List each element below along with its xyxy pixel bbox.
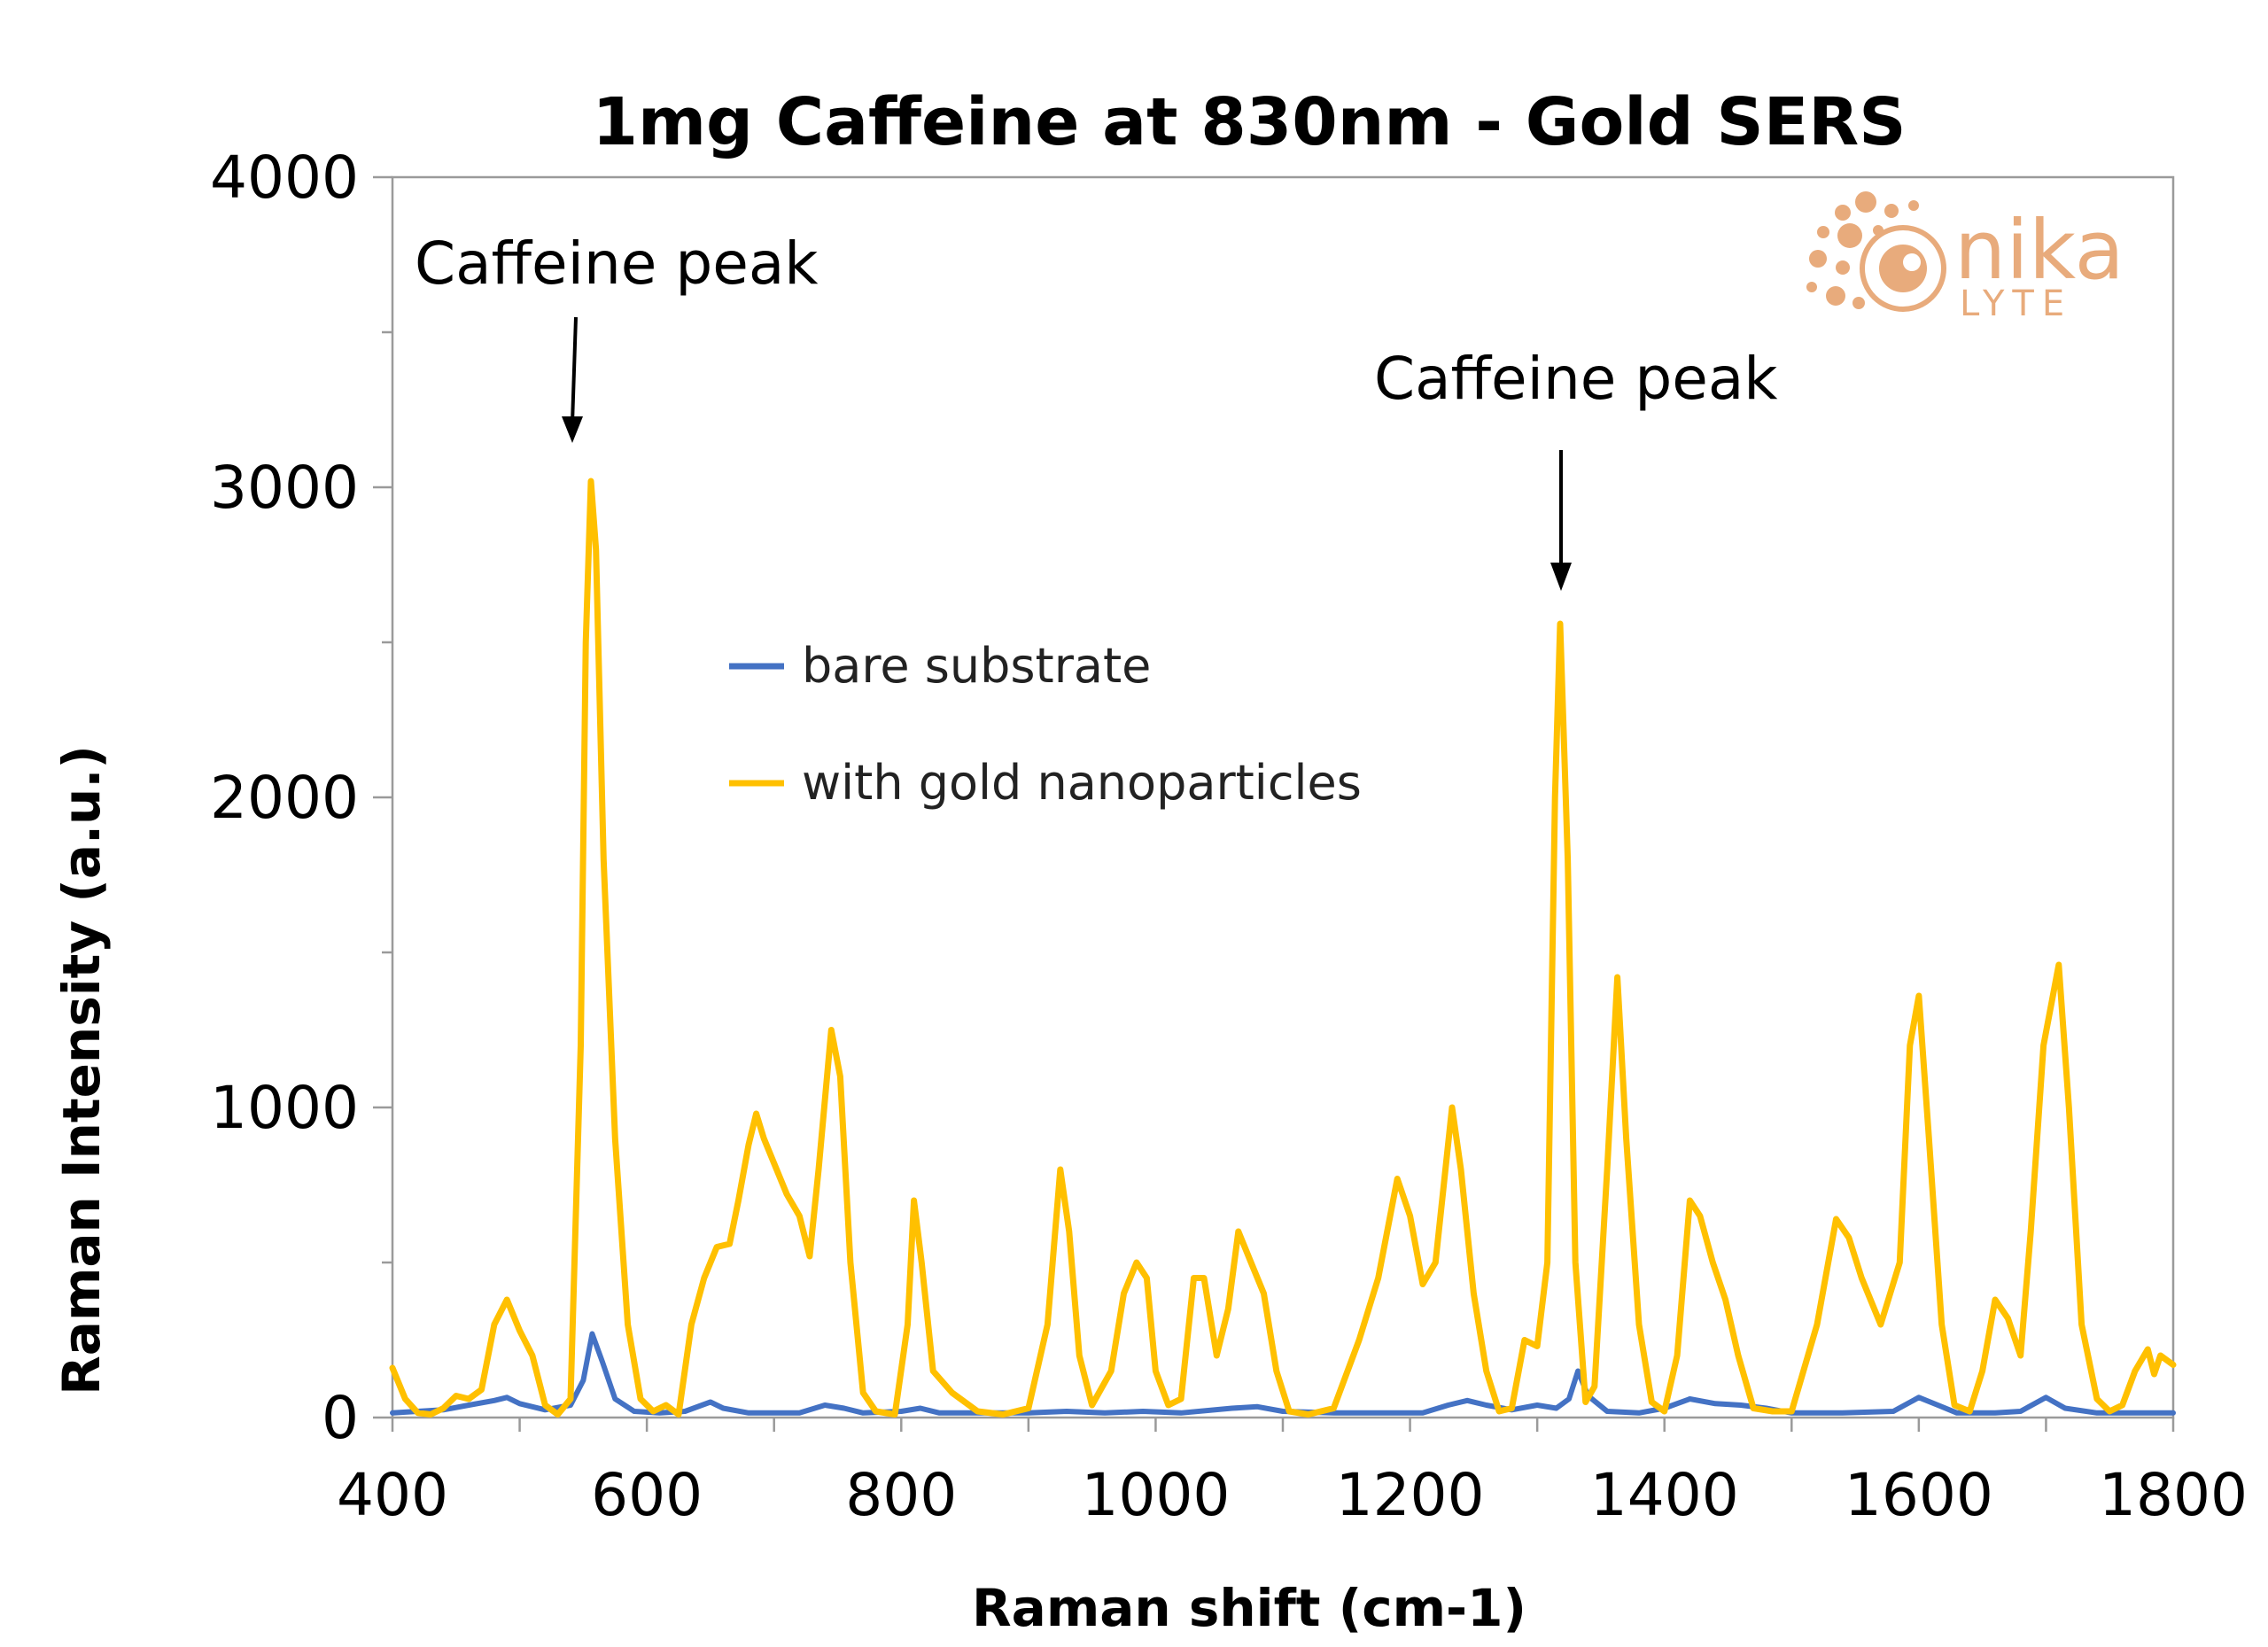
nikalyte-logo: nika LYTE: [1806, 191, 2124, 324]
x-tick-label: 800: [845, 1461, 957, 1529]
series-line-bare-substrate: [390, 1331, 2176, 1416]
chart-title: 1mg Caffeine at 830nm - Gold SERS: [592, 84, 1906, 160]
legend-label-bare-substrate: bare substrate: [802, 638, 1151, 694]
y-axis-title: Raman Intensity (a.u.): [51, 745, 112, 1395]
annotation-arrowhead: [1550, 563, 1572, 591]
logo-mark-icon: [1806, 191, 1946, 312]
annotation-caffeine-peak-1: Caffeine peak: [415, 229, 819, 443]
annotation-label: Caffeine peak: [1374, 345, 1778, 413]
logo-brand-text: nika: [1954, 203, 2124, 298]
x-axis-title: Raman shift (cm-1): [972, 1578, 1526, 1638]
x-tick-label: 1000: [1081, 1461, 1230, 1529]
x-tick-label: 400: [337, 1461, 448, 1529]
series-line-with-gold-nanoparticles: [389, 478, 2177, 1418]
y-tick-label: 4000: [210, 144, 359, 212]
logo-sub-text: LYTE: [1960, 284, 2072, 324]
series-layer: [389, 478, 2177, 1418]
plot-area: [391, 175, 2175, 1419]
x-axis: 400 600 800 1000 1200 1400 1600 1800: [337, 1418, 2248, 1529]
x-tick-label: 600: [591, 1461, 703, 1529]
annotation-label: Caffeine peak: [415, 229, 819, 298]
annotation-arrowhead: [562, 416, 583, 443]
x-tick-label: 1600: [1845, 1461, 1993, 1529]
x-tick-label: 1200: [1336, 1461, 1485, 1529]
x-tick-label: 1800: [2099, 1461, 2248, 1529]
legend-label-gold-nanoparticles: with gold nanoparticles: [802, 755, 1362, 811]
annotation-caffeine-peak-2: Caffeine peak: [1374, 345, 1778, 591]
annotation-arrow: [571, 316, 578, 424]
legend: bare substrate with gold nanoparticles: [729, 638, 1362, 811]
y-axis: 0 1000 2000 3000 4000: [210, 144, 392, 1452]
y-tick-label: 3000: [210, 454, 359, 522]
y-tick-label: 2000: [210, 764, 359, 832]
y-tick-label: 1000: [210, 1074, 359, 1142]
y-tick-label: 0: [322, 1384, 359, 1452]
x-tick-label: 1400: [1590, 1461, 1739, 1529]
